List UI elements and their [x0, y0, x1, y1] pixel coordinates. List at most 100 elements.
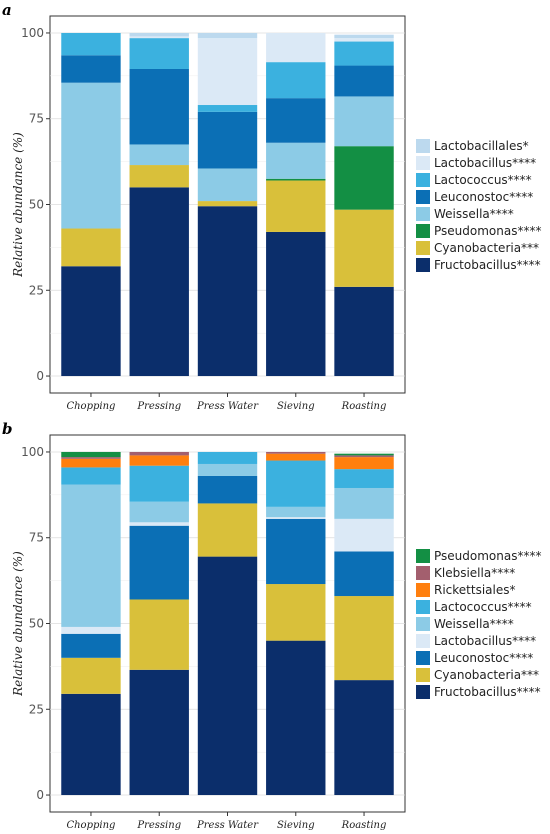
- y-tick-label: 75: [29, 531, 44, 545]
- bar-pressing-weissella: [129, 144, 189, 166]
- y-tick-label: 50: [29, 198, 44, 212]
- bar-roasting-fructobacillus: [334, 286, 394, 377]
- bars: [61, 451, 394, 796]
- bar-press-water-fructobacillus: [197, 206, 258, 377]
- bar-roasting-lactobacillales: [334, 34, 394, 39]
- bar-chopping-fructobacillus: [61, 693, 121, 796]
- bar-roasting-klebsiella: [334, 455, 394, 458]
- bar-chopping-cyanobacteria: [61, 228, 121, 267]
- bar-roasting-pseudomonas: [334, 146, 394, 210]
- bar-chopping-leuconostoc: [61, 55, 121, 83]
- bar-press-water-leuconostoc: [197, 111, 258, 169]
- bar-sieving-cyanobacteria: [266, 180, 326, 232]
- bar-pressing-cyanobacteria: [129, 599, 189, 670]
- bar-roasting-rickettsiales: [334, 457, 394, 470]
- legend-label: Fructobacillus****: [434, 685, 541, 699]
- bar-pressing-lactobacillus: [129, 522, 189, 526]
- legend-label: Pseudomonas****: [434, 549, 541, 563]
- legend-swatch: [416, 258, 430, 272]
- x-tick-label: Roasting: [341, 401, 387, 412]
- bar-sieving-pseudomonas: [266, 178, 326, 181]
- legend-label: Cyanobacteria***: [434, 668, 539, 682]
- bar-roasting-weissella: [334, 96, 394, 147]
- bar-sieving-leuconostoc: [266, 518, 326, 585]
- legend-label: Weissella****: [434, 207, 514, 221]
- bar-pressing-lactococcus: [129, 465, 189, 502]
- y-axis-label: Relative abundance (%): [11, 132, 25, 278]
- bar-pressing-fructobacillus: [129, 187, 189, 377]
- legend-label: Lactococcus****: [434, 173, 532, 187]
- x-tick-label: Roasting: [341, 820, 387, 831]
- legend-swatch: [416, 668, 430, 682]
- bar-chopping-lactobacillus: [61, 626, 121, 634]
- legend-swatch: [416, 241, 430, 255]
- bar-press-water-weissella: [197, 463, 258, 476]
- legend-label: Leuconostoc****: [434, 190, 533, 204]
- legend-swatch: [416, 139, 430, 153]
- bar-sieving-rickettsiales: [266, 453, 326, 461]
- legend-swatch: [416, 549, 430, 563]
- x-tick-label: Press Water: [196, 401, 259, 412]
- bar-chopping-fructobacillus: [61, 266, 121, 377]
- bar-chopping-lactococcus: [61, 467, 121, 485]
- legend-swatch: [416, 566, 430, 580]
- bar-pressing-fructobacillus: [129, 669, 189, 796]
- bar-roasting-cyanobacteria: [334, 209, 394, 287]
- bar-pressing-lactobacillus: [129, 36, 189, 39]
- legend-label: Weissella****: [434, 617, 514, 631]
- legend-swatch: [416, 173, 430, 187]
- legend-label: Cyanobacteria***: [434, 241, 539, 255]
- legend-label: Klebsiella****: [434, 566, 515, 580]
- bar-chopping-pseudomonas: [61, 451, 121, 458]
- bar-sieving-lactococcus: [266, 460, 326, 507]
- x-tick-label: Sieving: [277, 820, 315, 831]
- bar-chopping-weissella: [61, 484, 121, 627]
- panel-letter: a: [2, 1, 12, 19]
- x-tick-label: Pressing: [136, 820, 181, 831]
- chart-panel-b: Chopping Pressing Press Water Sieving Roasti…: [2, 420, 541, 831]
- bar-pressing-cyanobacteria: [129, 165, 189, 188]
- legend-label: Rickettsiales*: [434, 583, 516, 597]
- bar-press-water-lactococcus: [197, 451, 258, 464]
- bar-roasting-lactococcus: [334, 469, 394, 488]
- legend-swatch: [416, 634, 430, 648]
- bar-press-water-leuconostoc: [197, 475, 258, 504]
- legend-label: Lactobacillus****: [434, 634, 536, 648]
- bar-press-water-lactobacillales: [197, 32, 258, 39]
- legend: Lactobacillales* Lactobacillus**** Lactoco…: [416, 139, 541, 272]
- bar-press-water-weissella: [197, 168, 258, 202]
- bar-roasting-leuconostoc: [334, 65, 394, 97]
- bar-roasting-pseudomonas: [334, 453, 394, 456]
- legend-swatch: [416, 600, 430, 614]
- bar-sieving-fructobacillus: [266, 231, 326, 377]
- legend-label: Leuconostoc****: [434, 651, 533, 665]
- bar-roasting-lactobacillus: [334, 518, 394, 552]
- bar-sieving-lactobacillus: [266, 517, 326, 519]
- bar-press-water-cyanobacteria: [197, 201, 258, 207]
- bar-press-water-lactococcus: [197, 105, 258, 112]
- bar-pressing-weissella: [129, 501, 189, 523]
- y-tick-label: 25: [29, 283, 44, 297]
- bar-sieving-weissella: [266, 506, 326, 518]
- bar-pressing-lactococcus: [129, 38, 189, 69]
- legend-swatch: [416, 224, 430, 238]
- bar-sieving-klebsiella: [266, 451, 326, 454]
- legend-swatch: [416, 190, 430, 204]
- bar-sieving-lactococcus: [266, 62, 326, 99]
- legend: Pseudomonas**** Klebsiella**** Rickettsial…: [416, 549, 541, 699]
- legend-swatch: [416, 685, 430, 699]
- x-tick-label: Press Water: [196, 820, 259, 831]
- y-tick-label: 25: [29, 702, 44, 716]
- bar-chopping-cyanobacteria: [61, 657, 121, 694]
- bar-sieving-lactobacillus: [266, 32, 326, 63]
- bar-pressing-leuconostoc: [129, 68, 189, 145]
- bar-sieving-weissella: [266, 142, 326, 179]
- y-axis-label: Relative abundance (%): [11, 551, 25, 697]
- y-tick-label: 50: [29, 617, 44, 631]
- bar-press-water-cyanobacteria: [197, 503, 258, 557]
- bar-chopping-weissella: [61, 82, 121, 229]
- y-tick-label: 100: [21, 26, 44, 40]
- bar-pressing-lactobacillales: [129, 32, 189, 37]
- bar-pressing-leuconostoc: [129, 525, 189, 600]
